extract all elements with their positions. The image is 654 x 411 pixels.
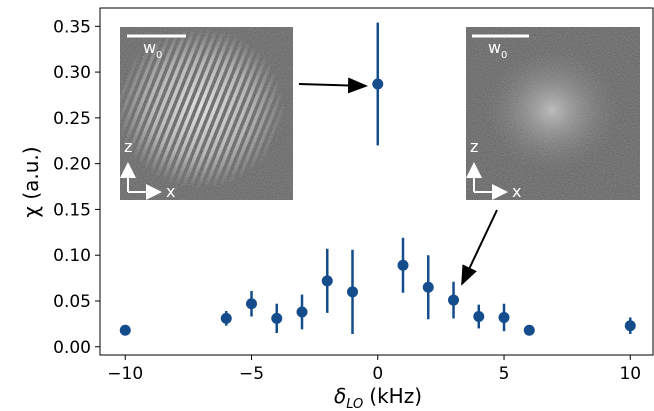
- y-tick-label: 0.30: [53, 63, 91, 83]
- arrow: [298, 77, 368, 94]
- x-tick-label: 0: [372, 364, 383, 384]
- y-tick-label: 0.20: [53, 155, 91, 175]
- y-axis-label: χ (a.u.): [19, 146, 43, 217]
- scale-sub: 0: [156, 50, 162, 61]
- scale-label: w: [143, 38, 156, 57]
- x-tick-label: 10: [619, 364, 641, 384]
- y-tick-label: 0.10: [53, 246, 91, 266]
- x-tick-label: −10: [107, 364, 143, 384]
- scale-label: w: [488, 38, 501, 57]
- point: [372, 78, 384, 90]
- point: [397, 259, 409, 271]
- x-axis-label: δLO (kHz): [334, 384, 422, 411]
- point: [422, 281, 434, 293]
- point: [296, 306, 308, 318]
- y-tick-label: 0.35: [53, 17, 91, 37]
- axis-z: z: [124, 137, 132, 156]
- point: [271, 312, 283, 324]
- point: [498, 311, 510, 323]
- x-tick-label: −5: [239, 364, 264, 384]
- axis-x: x: [512, 182, 521, 201]
- point: [246, 298, 258, 310]
- y-tick-label: 0.00: [53, 338, 91, 358]
- arrow: [461, 209, 498, 286]
- point: [321, 275, 333, 287]
- axis-z: z: [470, 137, 478, 156]
- inset-left: w 0 z x: [120, 27, 293, 201]
- point: [448, 294, 460, 306]
- inset-right: w 0 z x: [466, 27, 640, 201]
- x-label-symbol: δ: [334, 384, 346, 408]
- x-tick-label: 5: [499, 364, 510, 384]
- point: [119, 324, 131, 336]
- x-label-unit: (kHz): [369, 384, 422, 408]
- axis-x: x: [166, 182, 175, 201]
- point: [473, 311, 485, 323]
- y-tick-label: 0.25: [53, 109, 91, 129]
- y-tick-label: 0.05: [53, 292, 91, 312]
- point: [624, 320, 636, 332]
- y-tick-label: 0.15: [53, 200, 91, 220]
- point: [220, 312, 232, 324]
- x-label-sub: LO: [346, 397, 363, 411]
- point: [347, 286, 359, 298]
- scale-sub: 0: [501, 50, 507, 61]
- frame: [99, 7, 654, 356]
- point: [523, 324, 535, 336]
